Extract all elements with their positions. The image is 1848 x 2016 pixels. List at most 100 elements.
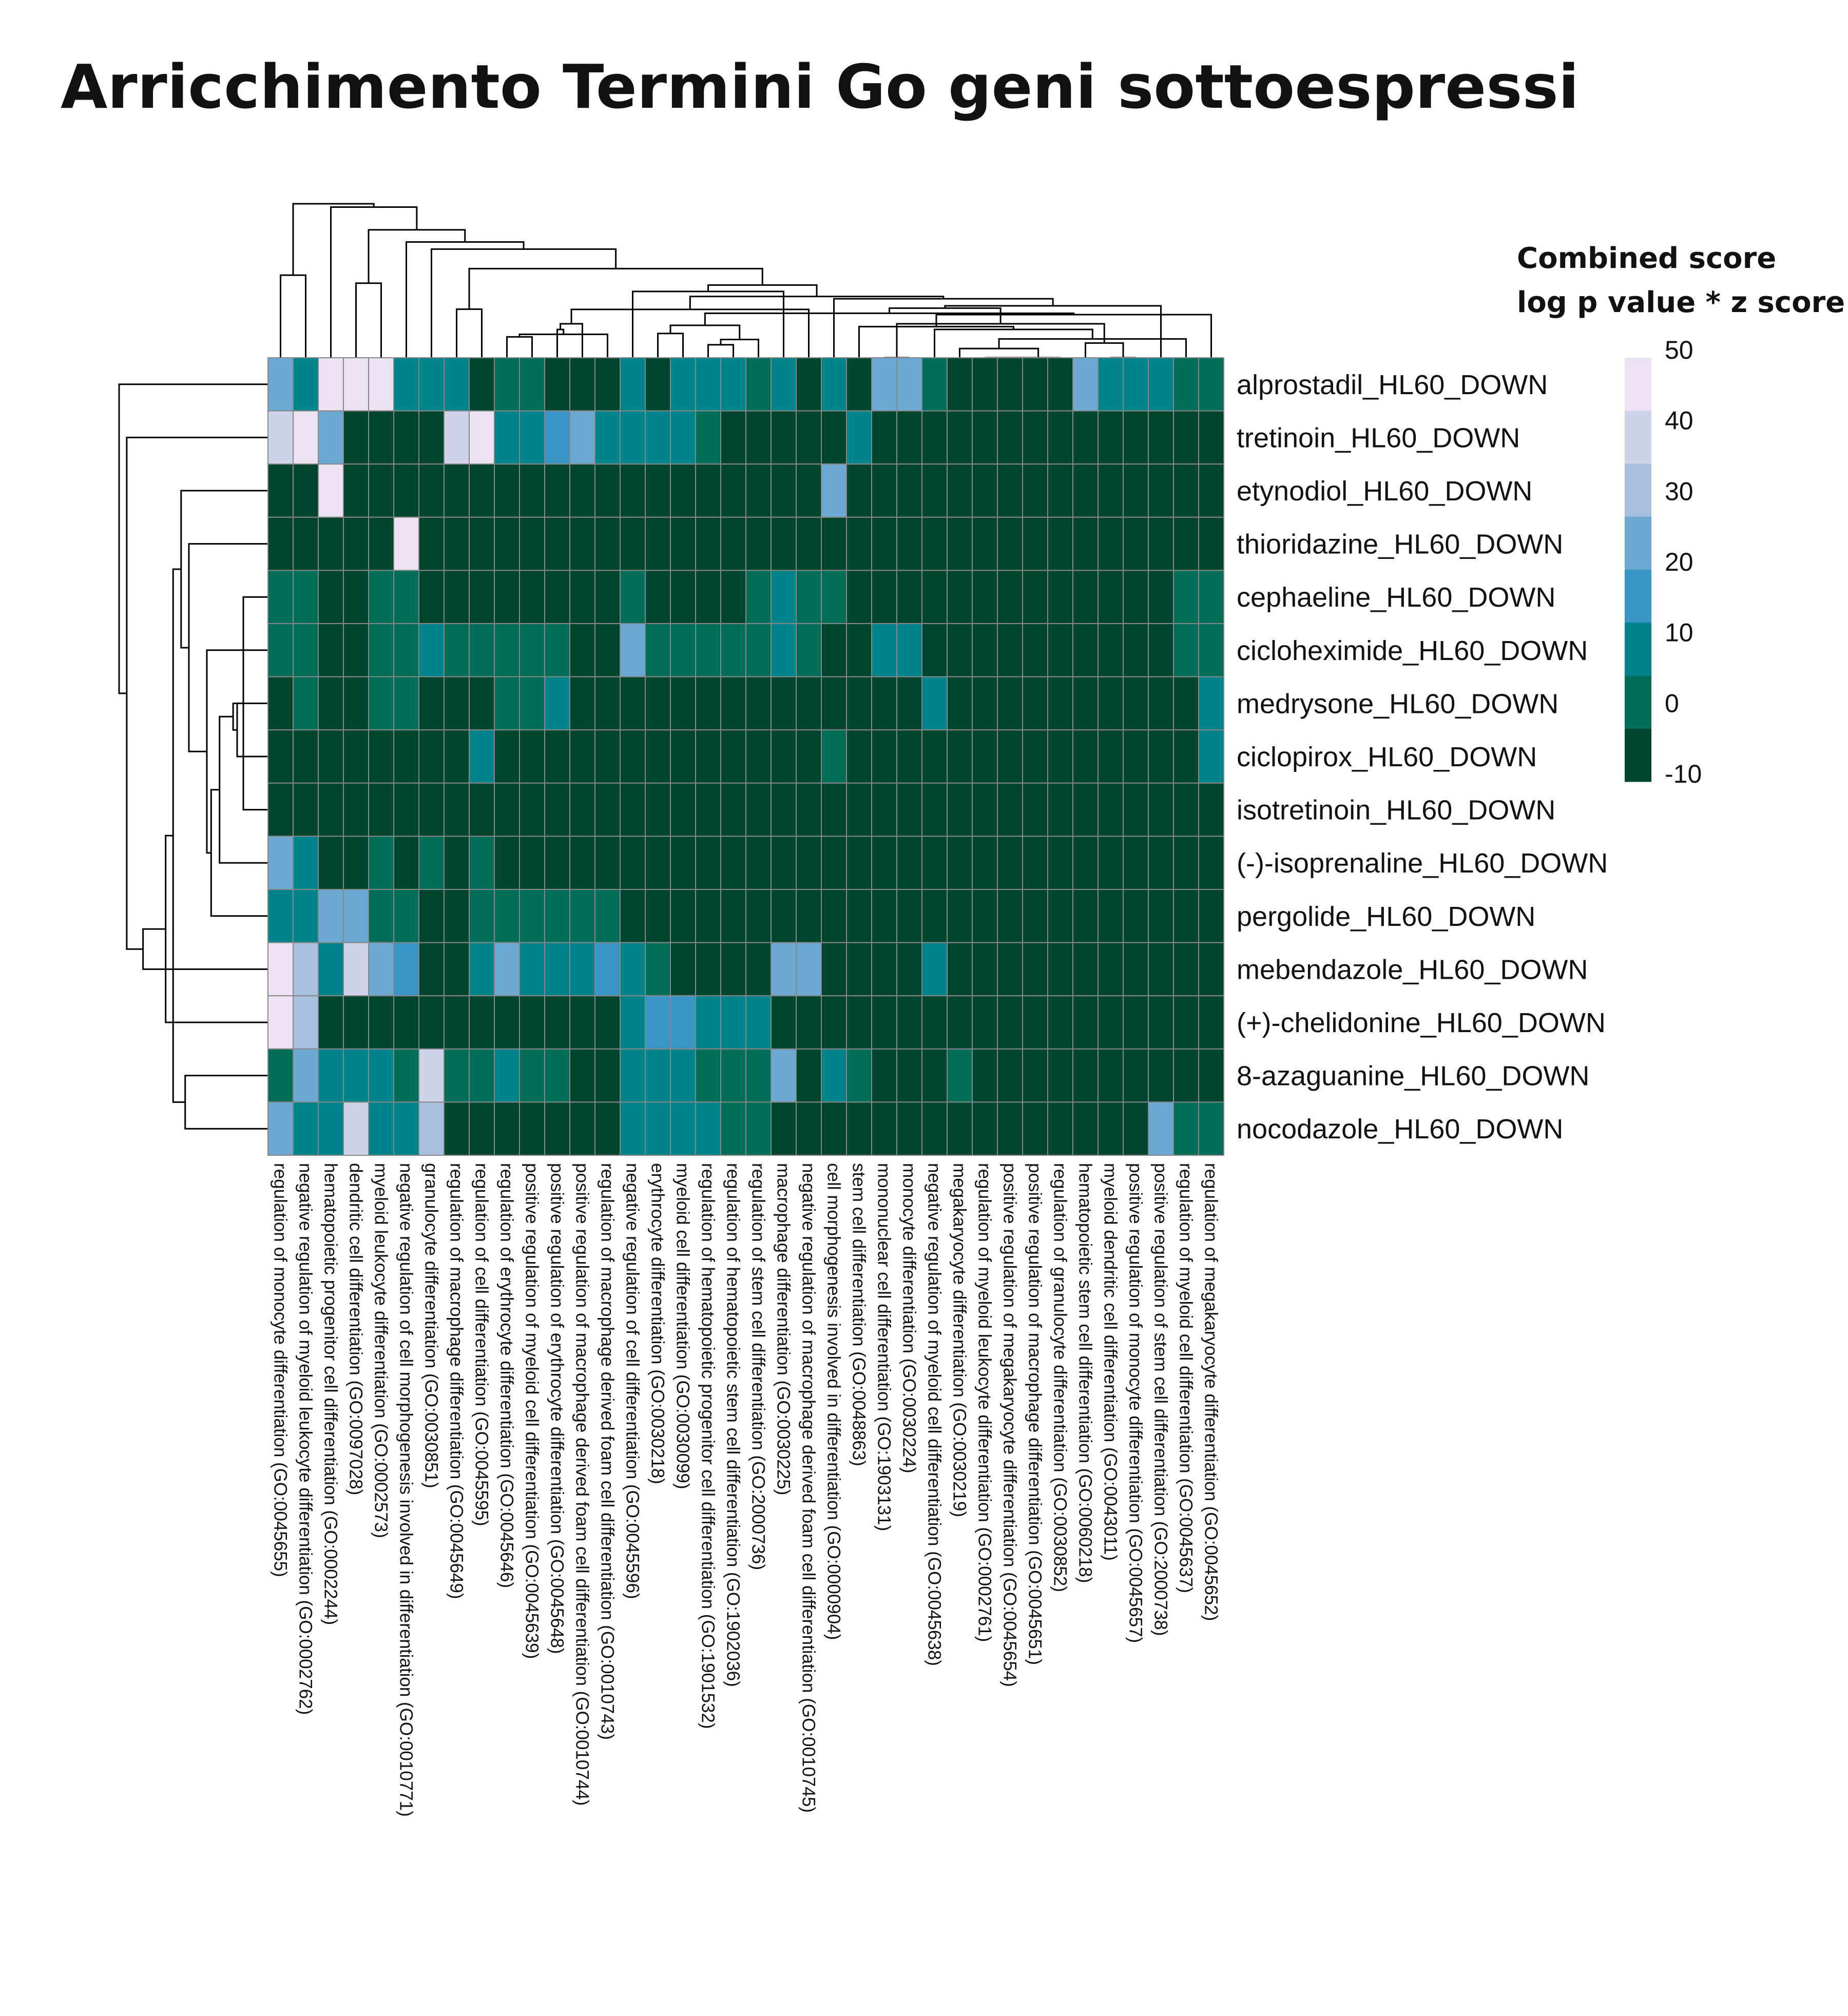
heatmap-cell <box>1173 995 1199 1050</box>
heatmap-cell <box>343 516 369 571</box>
heatmap-cell <box>997 516 1023 571</box>
heatmap-cell <box>1148 623 1174 677</box>
column-label: negative regulation of cell differentiat… <box>623 1163 643 1599</box>
heatmap-cell <box>846 676 872 731</box>
heatmap-cell <box>1123 516 1149 571</box>
heatmap-cell <box>1148 516 1174 571</box>
heatmap-cell <box>1098 729 1124 784</box>
heatmap-cell <box>771 570 797 625</box>
heatmap-cell <box>921 836 948 890</box>
heatmap-cell <box>947 729 973 784</box>
heatmap-cell <box>921 942 948 997</box>
heatmap-cell <box>393 836 419 890</box>
column-label: regulation of macrophage derived foam ce… <box>598 1163 618 1740</box>
heatmap-cell <box>594 516 621 571</box>
heatmap-cell <box>796 729 822 784</box>
heatmap-cell <box>1173 942 1199 997</box>
heatmap-cell <box>368 729 394 784</box>
heatmap-cell <box>796 942 822 997</box>
column-label: megakaryocyte differentiation (GO:003021… <box>950 1163 970 1517</box>
heatmap-cell <box>1098 1048 1124 1103</box>
heatmap-cell <box>745 729 772 784</box>
heatmap-cell <box>267 1101 294 1156</box>
heatmap-cell <box>494 782 520 837</box>
legend-tick-label: 50 <box>1665 336 1693 364</box>
heatmap-cell <box>267 463 294 518</box>
legend-tick-label: 0 <box>1665 689 1679 718</box>
heatmap-cell <box>670 623 696 677</box>
heatmap-cell <box>1198 570 1224 625</box>
heatmap-cell <box>1022 889 1048 943</box>
heatmap-cell <box>720 1101 746 1156</box>
heatmap-cell <box>469 676 495 731</box>
heatmap-cell <box>1072 410 1099 465</box>
heatmap-cell <box>645 1101 671 1156</box>
heatmap-cell <box>1022 836 1048 890</box>
heatmap-cell <box>318 836 344 890</box>
heatmap-cell <box>645 995 671 1050</box>
dendrogram-branch <box>431 248 617 358</box>
heatmap-cell <box>1198 463 1224 518</box>
heatmap-cell <box>972 623 998 677</box>
heatmap-cell <box>645 889 671 943</box>
heatmap-cell <box>1148 357 1174 412</box>
row-label: thioridazine_HL60_DOWN <box>1237 529 1563 560</box>
heatmap-cell <box>695 942 721 997</box>
row-label: cephaeline_HL60_DOWN <box>1237 582 1555 613</box>
heatmap-cell <box>1123 995 1149 1050</box>
heatmap-cell <box>519 623 545 677</box>
heatmap-cell <box>1022 463 1048 518</box>
heatmap-cell <box>796 995 822 1050</box>
heatmap-cell <box>997 836 1023 890</box>
heatmap-cell <box>896 463 922 518</box>
heatmap-cell <box>1123 676 1149 731</box>
heatmap-cell <box>821 836 847 890</box>
heatmap-cell <box>368 782 394 837</box>
heatmap-cell <box>695 357 721 412</box>
heatmap-cell <box>695 1048 721 1103</box>
heatmap-cell <box>846 942 872 997</box>
heatmap-cell <box>393 570 419 625</box>
heatmap-cell <box>871 623 897 677</box>
heatmap-cell <box>670 676 696 731</box>
heatmap-cell <box>343 570 369 625</box>
heatmap-cell <box>947 463 973 518</box>
heatmap-cell <box>267 570 294 625</box>
heatmap-cell <box>544 889 570 943</box>
heatmap-cell <box>1123 410 1149 465</box>
heatmap-cell <box>469 516 495 571</box>
heatmap-cell <box>1148 942 1174 997</box>
heatmap-cell <box>1022 1048 1048 1103</box>
heatmap-cell <box>318 729 344 784</box>
heatmap-cell <box>947 836 973 890</box>
heatmap-cell <box>1072 1048 1099 1103</box>
heatmap-cell <box>1123 623 1149 677</box>
heatmap-cell <box>1098 1101 1124 1156</box>
legend-color-step <box>1625 463 1651 517</box>
dendrogram-branch <box>118 383 268 694</box>
heatmap-cell <box>368 1048 394 1103</box>
heatmap-cell <box>620 676 646 731</box>
heatmap-cell <box>343 995 369 1050</box>
heatmap-cell <box>896 623 922 677</box>
heatmap-cell <box>418 942 445 997</box>
heatmap-cell <box>871 889 897 943</box>
heatmap-cell <box>343 357 369 412</box>
heatmap-cell <box>670 463 696 518</box>
heatmap-cell <box>368 623 394 677</box>
heatmap-cell <box>972 410 998 465</box>
dendrogram-branch <box>126 436 268 950</box>
heatmap-cell <box>444 357 470 412</box>
heatmap-cell <box>393 942 419 997</box>
heatmap-cell <box>645 357 671 412</box>
column-label: regulation of megakaryocyte differentiat… <box>1201 1163 1221 1621</box>
heatmap-cell <box>620 463 646 518</box>
heatmap-cell <box>1173 1101 1199 1156</box>
heatmap-cell <box>418 1048 445 1103</box>
heatmap-cell <box>846 836 872 890</box>
column-label: regulation of stem cell differentiation … <box>748 1163 768 1570</box>
heatmap-cell <box>972 463 998 518</box>
heatmap-cell <box>393 410 419 465</box>
heatmap-cell <box>846 516 872 571</box>
heatmap-cell <box>594 995 621 1050</box>
